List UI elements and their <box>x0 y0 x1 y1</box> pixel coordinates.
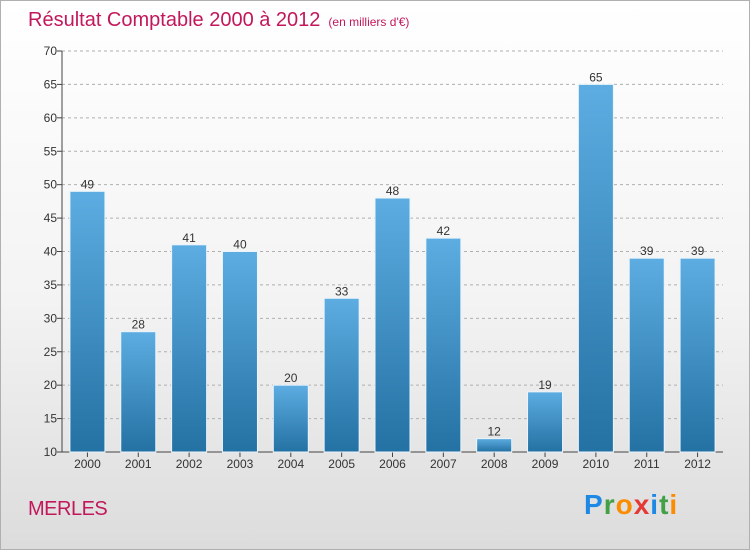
y-tick-label: 35 <box>44 278 58 292</box>
x-tick-label: 2000 <box>74 457 101 471</box>
bar <box>425 237 462 453</box>
y-tick-label: 60 <box>44 111 58 125</box>
bar <box>69 190 106 453</box>
bar <box>476 438 513 453</box>
x-tick-label: 2010 <box>583 457 610 471</box>
data-label: 40 <box>233 238 247 252</box>
logo-letter: x <box>633 489 651 520</box>
x-tick-label: 2007 <box>430 457 457 471</box>
data-label: 12 <box>488 425 502 439</box>
y-tick-label: 20 <box>44 378 58 392</box>
bar <box>628 257 665 453</box>
chart-title: Résultat Comptable 2000 à 2012 (en millie… <box>28 9 409 32</box>
bar <box>221 251 258 453</box>
chart-title-text: Résultat Comptable 2000 à 2012 <box>28 9 321 31</box>
data-label: 41 <box>182 231 196 245</box>
data-label: 42 <box>437 224 451 238</box>
y-tick-label: 45 <box>44 211 58 225</box>
bar <box>374 197 411 453</box>
proxiti-logo: Proxiti <box>584 489 678 521</box>
data-label: 39 <box>691 244 705 258</box>
y-tick-label: 55 <box>44 144 58 158</box>
data-label: 33 <box>335 284 349 298</box>
data-label: 65 <box>589 70 603 84</box>
y-tick-label: 30 <box>44 311 58 325</box>
data-label: 20 <box>284 371 298 385</box>
bar <box>679 257 716 453</box>
y-tick-label: 10 <box>44 445 58 459</box>
data-label: 28 <box>132 318 146 332</box>
chart-subtitle: (en milliers d'€) <box>328 15 410 29</box>
bar <box>120 331 157 453</box>
x-tick-label: 2005 <box>328 457 355 471</box>
logo-letter: P <box>584 489 604 520</box>
logo-letter: o <box>615 489 634 520</box>
data-label: 19 <box>538 378 552 392</box>
y-tick-label: 50 <box>44 178 58 192</box>
labels: 10 15 20 25 30 35 40 45 50 55 60 65 70 49 2000 28 2001 41… <box>44 44 712 471</box>
data-label: 48 <box>386 184 400 198</box>
logo-letter: r <box>603 489 616 520</box>
data-label: 39 <box>640 244 654 258</box>
data-label: 49 <box>81 177 95 191</box>
x-tick-label: 2002 <box>176 457 203 471</box>
bar <box>577 83 614 453</box>
bar <box>323 297 360 453</box>
x-tick-label: 2012 <box>684 457 711 471</box>
x-tick-label: 2003 <box>227 457 254 471</box>
bar <box>527 391 564 453</box>
place-name: MERLES <box>28 498 108 520</box>
logo-letter: i <box>669 489 679 520</box>
bar <box>171 244 208 453</box>
x-tick-label: 2001 <box>125 457 152 471</box>
x-tick-label: 2009 <box>532 457 559 471</box>
x-tick-label: 2008 <box>481 457 508 471</box>
y-tick-label: 70 <box>44 44 58 58</box>
x-tick-label: 2011 <box>634 457 660 471</box>
logo-letter: i <box>650 489 660 520</box>
y-tick-label: 25 <box>44 345 58 359</box>
y-tick-label: 65 <box>44 77 58 91</box>
x-tick-label: 2006 <box>379 457 406 471</box>
x-tick-label: 2004 <box>277 457 304 471</box>
logo-letter: t <box>659 489 670 520</box>
y-tick-label: 15 <box>44 412 58 426</box>
bars <box>69 83 716 453</box>
y-tick-label: 40 <box>44 245 58 259</box>
bar <box>272 384 309 453</box>
